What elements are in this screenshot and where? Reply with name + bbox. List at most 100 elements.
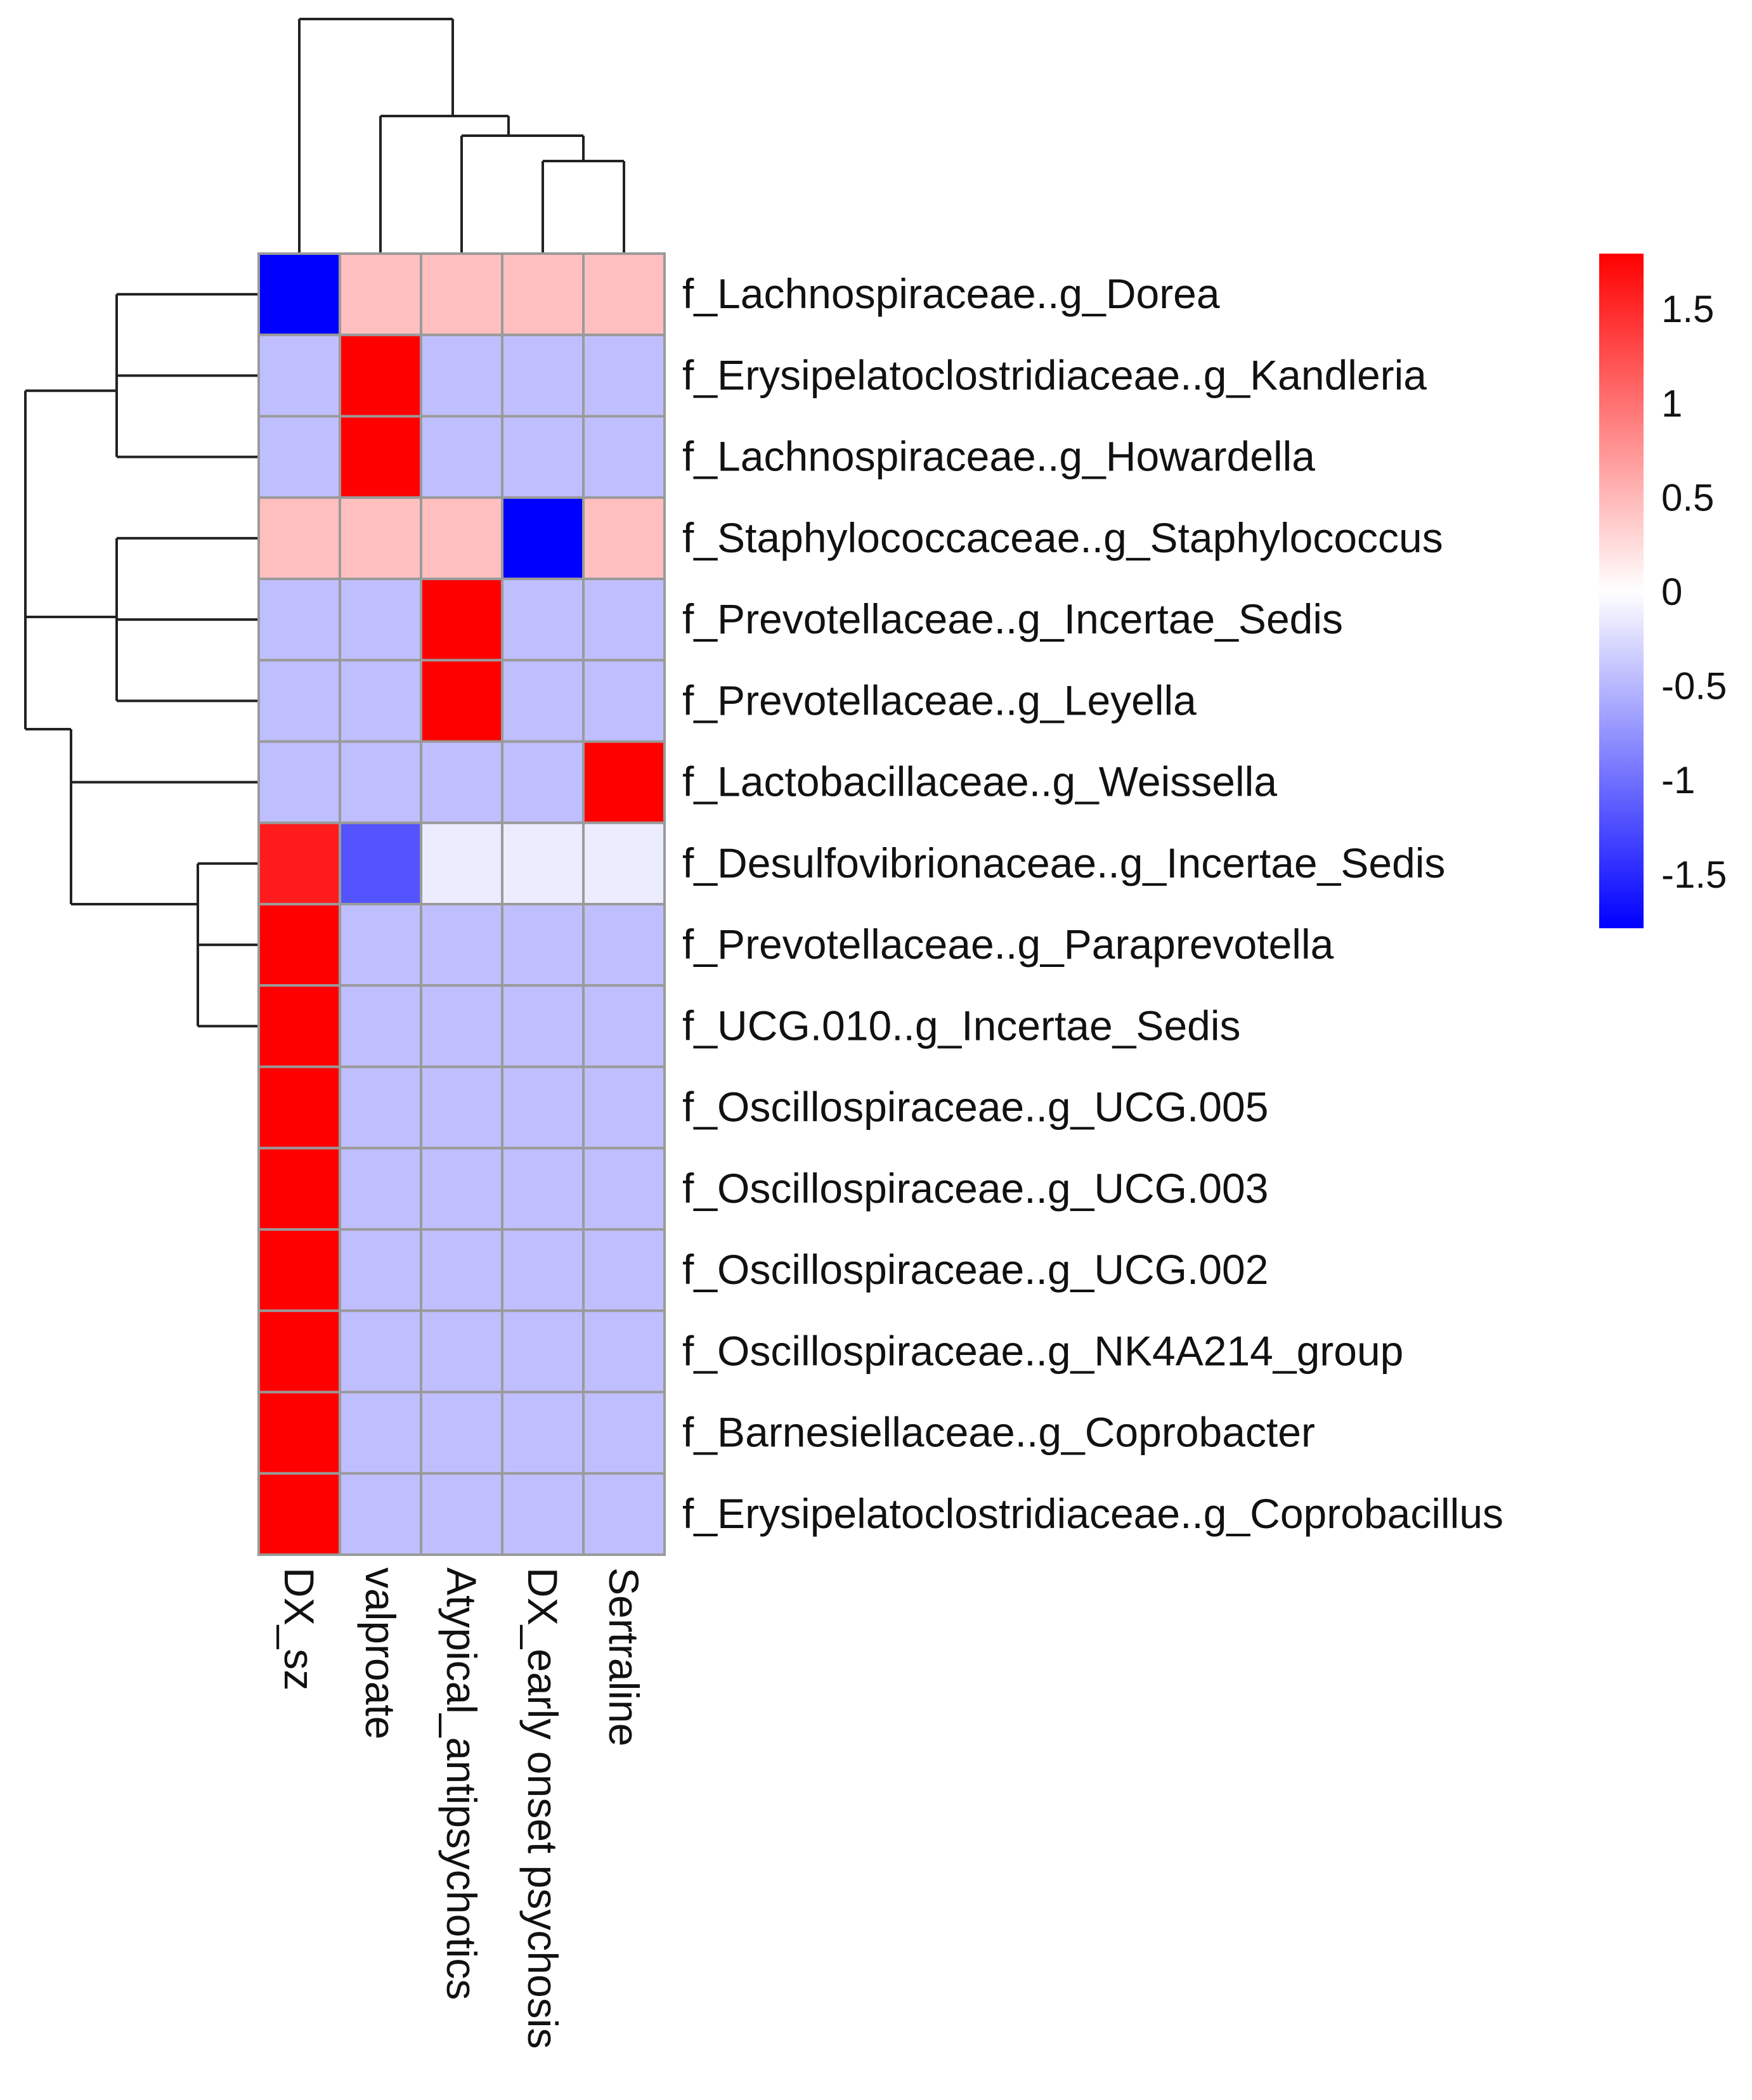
row-label: f_Desulfovibrionaceae..g_Incertae_Sedis xyxy=(682,839,1445,886)
row-labels: f_Lachnospiraceae..g_Dorea f_Erysipelatoc… xyxy=(682,270,1503,1537)
heatmap-cell xyxy=(501,1309,585,1394)
heatmap-cell xyxy=(420,903,503,987)
heatmap-cell xyxy=(420,334,503,418)
heatmap-cell xyxy=(339,1472,422,1556)
column-label: DX_sz xyxy=(276,1567,323,1690)
heatmap-cell xyxy=(420,1309,503,1394)
legend-color-bar xyxy=(1599,254,1644,928)
heatmap-cell xyxy=(501,252,585,337)
heatmap-cell xyxy=(582,1472,666,1556)
heatmap-cell xyxy=(501,334,585,418)
heatmap-cell xyxy=(501,1146,585,1231)
heatmap-cell xyxy=(339,496,422,580)
legend-ticks: 1.5 1 0.5 0 -0.5 -1 -1.5 xyxy=(1661,288,1727,896)
heatmap-cell xyxy=(257,252,341,337)
legend-tick-label: 1.5 xyxy=(1661,288,1714,330)
heatmap-cell xyxy=(501,1390,585,1475)
row-label: f_Oscillospiraceae..g_NK4A214_group xyxy=(682,1327,1403,1374)
heatmap-cell xyxy=(582,578,666,662)
heatmap-cell xyxy=(582,334,666,418)
heatmap-cell xyxy=(339,1146,422,1231)
row-label: f_Oscillospiraceae..g_UCG.002 xyxy=(682,1246,1268,1293)
heatmap-cell xyxy=(420,1065,503,1150)
heatmap-cell xyxy=(501,740,585,824)
heatmap-cell xyxy=(501,1472,585,1556)
heatmap-cell xyxy=(339,659,422,743)
row-label: f_Prevotellaceae..g_Leyella xyxy=(682,677,1197,723)
heatmap-cell xyxy=(582,1065,666,1150)
heatmap-cell xyxy=(501,984,585,1068)
heatmap-cell xyxy=(420,1390,503,1475)
column-label: valproate xyxy=(357,1567,404,1740)
heatmap-cell xyxy=(339,415,422,499)
heatmap-cell xyxy=(339,1228,422,1312)
heatmap-cell xyxy=(582,984,666,1068)
row-label: f_Oscillospiraceae..g_UCG.005 xyxy=(682,1084,1268,1131)
heatmap-cell xyxy=(582,740,666,824)
heatmap-cell xyxy=(339,903,422,987)
heatmap-cell xyxy=(420,1146,503,1231)
row-dendrogram xyxy=(24,293,259,1028)
heatmap-cell xyxy=(501,821,585,905)
heatmap-cell xyxy=(582,252,666,337)
column-dendrogram xyxy=(298,18,625,254)
heatmap-cell xyxy=(339,1309,422,1394)
heatmap-cell xyxy=(420,1228,503,1312)
row-label: f_Lachnospiraceae..g_Dorea xyxy=(682,270,1220,317)
heatmap-cell xyxy=(420,821,503,905)
heatmap-cell xyxy=(257,1228,341,1312)
heatmap-cell xyxy=(257,578,341,662)
heatmap-cell xyxy=(339,1390,422,1475)
heatmap-cell xyxy=(339,740,422,824)
heatmap-cell xyxy=(339,984,422,1068)
row-label: f_Oscillospiraceae..g_UCG.003 xyxy=(682,1165,1268,1212)
heatmap-cell xyxy=(257,903,341,987)
heatmap-cell xyxy=(257,1065,341,1150)
heatmap-cell xyxy=(501,496,585,580)
heatmap-cell xyxy=(257,984,341,1068)
heatmap-cell xyxy=(582,415,666,499)
heatmap-cell xyxy=(420,415,503,499)
heatmap-cell xyxy=(257,659,341,743)
legend-tick-label: 0 xyxy=(1661,571,1682,613)
heatmap-cell xyxy=(420,659,503,743)
heatmap-cell xyxy=(582,1146,666,1231)
column-label: Sertraline xyxy=(600,1567,647,1746)
row-label: f_Erysipelatoclostridiaceae..g_Kandleria xyxy=(682,351,1427,398)
heatmap-cells xyxy=(257,252,666,1556)
heatmap-cell xyxy=(339,334,422,418)
column-labels: DX_sz valproate Atypical_antipsychotics DX_… xyxy=(276,1567,647,2049)
heatmap-cell xyxy=(257,1146,341,1231)
heatmap-cell xyxy=(501,1065,585,1150)
heatmap-cell xyxy=(420,578,503,662)
legend-tick-label: 0.5 xyxy=(1661,476,1714,519)
heatmap-cell xyxy=(582,1228,666,1312)
color-legend: 1.5 1 0.5 0 -0.5 -1 -1.5 xyxy=(1599,254,1727,928)
heatmap-cell xyxy=(582,496,666,580)
heatmap-cell xyxy=(257,740,341,824)
heatmap-cell xyxy=(339,821,422,905)
heatmap-cell xyxy=(420,740,503,824)
row-label: f_Prevotellaceae..g_Incertae_Sedis xyxy=(682,595,1343,642)
heatmap-cell xyxy=(582,1309,666,1394)
heatmap-cell xyxy=(420,1472,503,1556)
heatmap-cell xyxy=(501,415,585,499)
heatmap-cell xyxy=(582,659,666,743)
heatmap-cell xyxy=(501,903,585,987)
row-label: f_UCG.010..g_Incertae_Sedis xyxy=(682,1002,1241,1049)
heatmap-cell xyxy=(501,578,585,662)
heatmap-cell xyxy=(257,1309,341,1394)
heatmap-cell xyxy=(501,1228,585,1312)
row-label: f_Barnesiellaceae..g_Coprobacter xyxy=(682,1409,1315,1456)
row-label: f_Lactobacillaceae..g_Weissella xyxy=(682,758,1277,805)
column-label: DX_early onset psychosis xyxy=(519,1567,566,2049)
row-label: f_Prevotellaceae..g_Paraprevotella xyxy=(682,921,1334,968)
heatmap-cell xyxy=(257,334,341,418)
heatmap-cell xyxy=(420,984,503,1068)
legend-tick-label: -1.5 xyxy=(1661,853,1727,896)
heatmap-cell xyxy=(339,252,422,337)
legend-tick-label: -1 xyxy=(1661,759,1695,801)
legend-tick-label: 1 xyxy=(1661,382,1682,425)
heatmap-cell xyxy=(501,659,585,743)
